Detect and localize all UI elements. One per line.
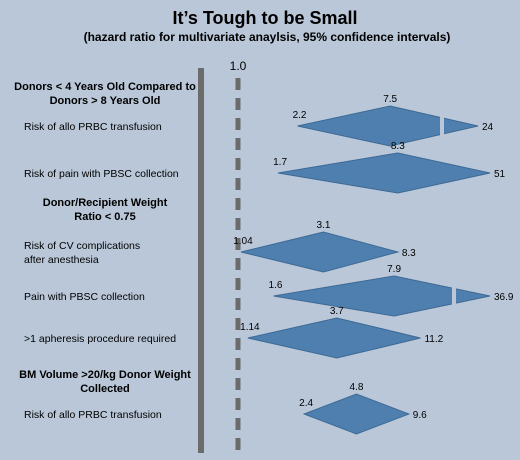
group-heading: Donors < 4 Years Old Compared to [14,81,196,93]
ci-diamond [273,275,491,317]
ci-upper-label: 9.6 [413,410,427,421]
axis-break-gap [452,276,456,316]
ci-upper-label: 8.3 [402,248,416,259]
group-heading: Collected [80,383,130,395]
ci-lower-label: 1.14 [240,322,260,333]
row-label: Risk of CV complications [24,240,140,252]
chart-subtitle: (hazard ratio for multivariate anaylsis,… [84,30,451,44]
ci-upper-label: 11.2 [424,334,443,345]
ci-lower-label: 1.7 [273,157,287,168]
left-divider-bar [198,68,204,453]
ci-lower-label: 2.2 [293,110,307,121]
point-estimate-label: 8.3 [391,141,405,152]
reference-line-label: 1.0 [230,59,247,73]
group-heading: Donors > 8 Years Old [50,95,161,107]
ci-lower-label: 2.4 [299,398,313,409]
row-label: Risk of pain with PBSC collection [24,168,179,180]
point-estimate-label: 4.8 [350,382,364,393]
group-heading: Ratio < 0.75 [74,211,135,223]
ci-diamond [240,231,400,273]
ci-upper-label: 36.9 [494,292,514,303]
point-estimate-label: 7.9 [387,264,401,275]
ci-diamond [302,393,411,435]
group-heading: BM Volume >20/kg Donor Weight [19,369,191,381]
group-heading: Donor/Recipient Weight [43,197,168,209]
ci-lower-label: 1.04 [233,236,253,247]
ci-diamond [247,317,421,359]
point-estimate-label: 3.1 [316,220,330,231]
row-label: Risk of allo PRBC transfusion [24,409,162,421]
row-label: after anesthesia [24,254,99,266]
row-label: >1 apheresis procedure required [24,333,176,345]
point-estimate-label: 3.7 [330,306,344,317]
ci-upper-label: 51 [494,169,506,180]
row-label: Risk of allo PRBC transfusion [24,121,162,133]
point-estimate-label: 7.5 [383,94,397,105]
ci-upper-label: 24 [482,122,494,133]
ci-diamond [277,152,491,194]
row-label: Pain with PBSC collection [24,291,145,303]
ci-diamond [297,105,479,147]
chart-title: It’s Tough to be Small [172,8,357,28]
ci-lower-label: 1.6 [269,280,283,291]
axis-break-gap [440,106,444,146]
